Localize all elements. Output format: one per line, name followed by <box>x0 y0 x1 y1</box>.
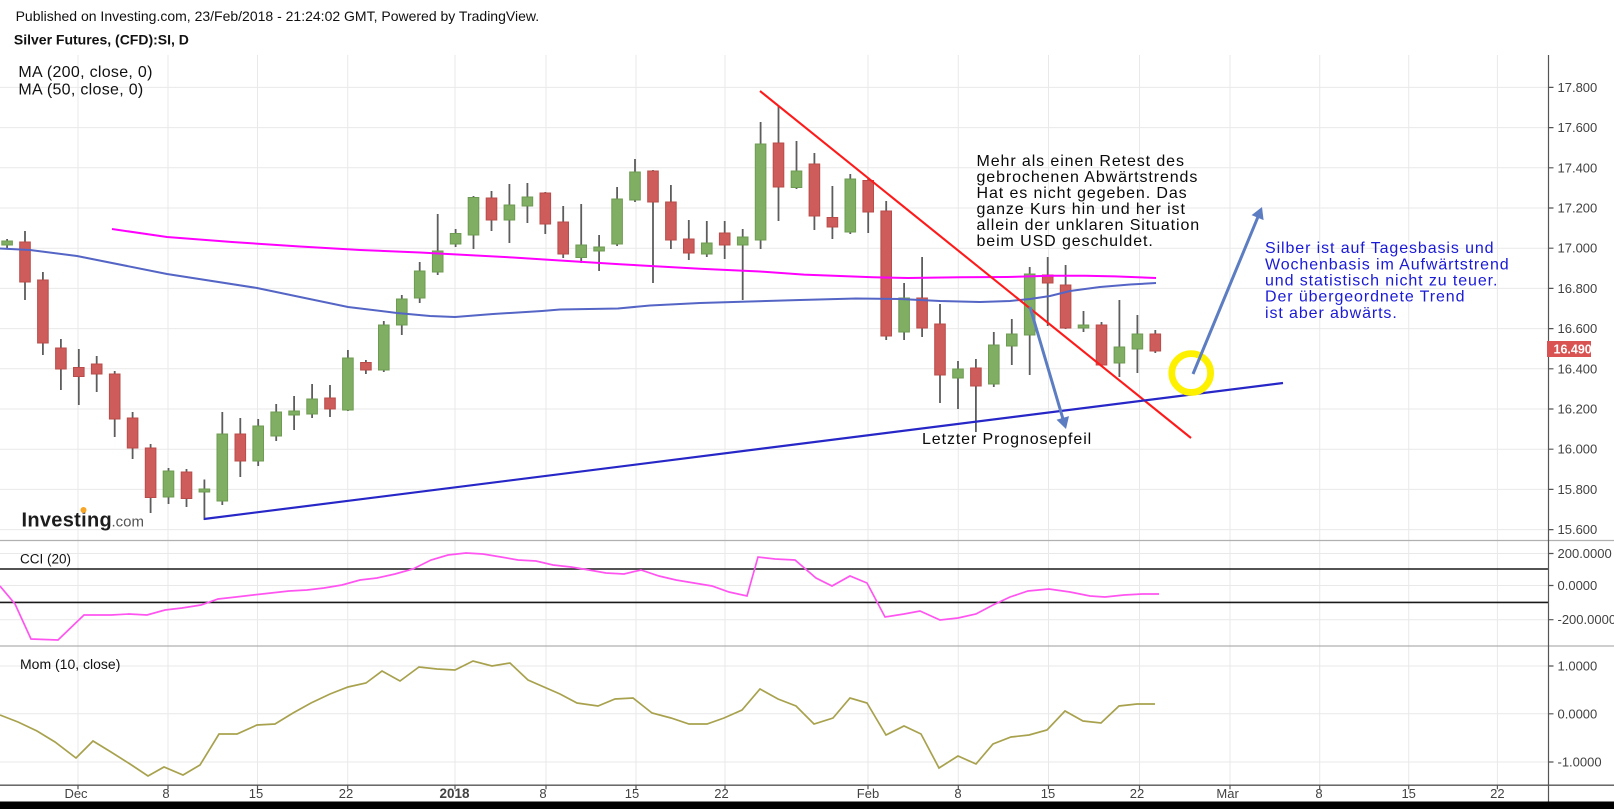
svg-text:22: 22 <box>1130 786 1144 801</box>
svg-text:Letzter Prognosepfeil: Letzter Prognosepfeil <box>922 431 1092 448</box>
svg-text:1.0000: 1.0000 <box>1558 659 1598 674</box>
svg-text:CCI (20): CCI (20) <box>20 552 71 567</box>
svg-text:0.0000: 0.0000 <box>1558 578 1598 593</box>
svg-text:Published on Investing.com, 23: Published on Investing.com, 23/Feb/2018 … <box>16 8 540 24</box>
svg-text:Der übergeordnete Trend: Der übergeordnete Trend <box>1265 289 1465 306</box>
svg-text:16.400: 16.400 <box>1558 361 1598 376</box>
svg-text:Feb: Feb <box>857 786 879 801</box>
svg-text:22: 22 <box>1490 786 1504 801</box>
svg-text:allein der unklaren Situation: allein der unklaren Situation <box>977 217 1201 234</box>
svg-text:22: 22 <box>339 786 353 801</box>
svg-text:16.800: 16.800 <box>1558 281 1598 296</box>
svg-text:Silber ist auf Tagesbasis und: Silber ist auf Tagesbasis und <box>1265 240 1494 257</box>
svg-text:8: 8 <box>954 786 961 801</box>
svg-text:16.490: 16.490 <box>1554 343 1592 357</box>
svg-text:.com: .com <box>112 514 145 531</box>
svg-text:17.800: 17.800 <box>1558 80 1598 95</box>
svg-text:17.400: 17.400 <box>1558 160 1598 175</box>
svg-text:16.000: 16.000 <box>1558 442 1598 457</box>
svg-text:17.200: 17.200 <box>1558 201 1598 216</box>
svg-text:beim USD geschuldet.: beim USD geschuldet. <box>977 233 1154 250</box>
svg-text:17.000: 17.000 <box>1558 241 1598 256</box>
svg-text:8: 8 <box>539 786 546 801</box>
svg-text:15: 15 <box>249 786 263 801</box>
svg-text:0.0000: 0.0000 <box>1558 706 1598 721</box>
svg-text:8: 8 <box>1315 786 1322 801</box>
svg-text:und statistisch nicht zu teuer: und statistisch nicht zu teuer. <box>1265 273 1498 290</box>
svg-text:16.200: 16.200 <box>1558 402 1598 417</box>
svg-text:16.600: 16.600 <box>1558 321 1598 336</box>
svg-text:gebrochenen Abwärtstrends: gebrochenen Abwärtstrends <box>977 169 1199 186</box>
svg-text:MA (200, close, 0): MA (200, close, 0) <box>18 64 152 81</box>
svg-text:ganze Kurs hin und her ist: ganze Kurs hin und her ist <box>977 201 1186 218</box>
svg-text:15.600: 15.600 <box>1558 522 1598 537</box>
svg-text:2018: 2018 <box>439 786 470 801</box>
svg-text:15: 15 <box>625 786 639 801</box>
svg-text:ist aber abwärts.: ist aber abwärts. <box>1265 305 1398 322</box>
svg-text:Mehr als einen Retest des: Mehr als einen Retest des <box>977 153 1185 170</box>
svg-text:200.0000: 200.0000 <box>1558 546 1612 561</box>
svg-text:15: 15 <box>1401 786 1415 801</box>
svg-text:Silver Futures, (CFD):SI, D: Silver Futures, (CFD):SI, D <box>14 32 189 48</box>
svg-text:15: 15 <box>1041 786 1055 801</box>
svg-text:8: 8 <box>162 786 169 801</box>
svg-text:-200.0000: -200.0000 <box>1558 612 1614 627</box>
svg-text:17.600: 17.600 <box>1558 120 1598 135</box>
svg-text:Mom (10, close): Mom (10, close) <box>20 656 120 672</box>
svg-text:Mar: Mar <box>1216 786 1239 801</box>
svg-text:MA (50, close, 0): MA (50, close, 0) <box>18 82 143 99</box>
svg-text:22: 22 <box>714 786 728 801</box>
svg-text:Dec: Dec <box>64 786 88 801</box>
svg-text:15.800: 15.800 <box>1558 482 1598 497</box>
svg-text:Hat es nicht gegeben. Das: Hat es nicht gegeben. Das <box>977 185 1188 202</box>
svg-text:Investing: Investing <box>22 510 113 532</box>
svg-text:-1.0000: -1.0000 <box>1558 755 1602 770</box>
svg-text:Wochenbasis im Aufwärtstrend: Wochenbasis im Aufwärtstrend <box>1265 256 1510 273</box>
